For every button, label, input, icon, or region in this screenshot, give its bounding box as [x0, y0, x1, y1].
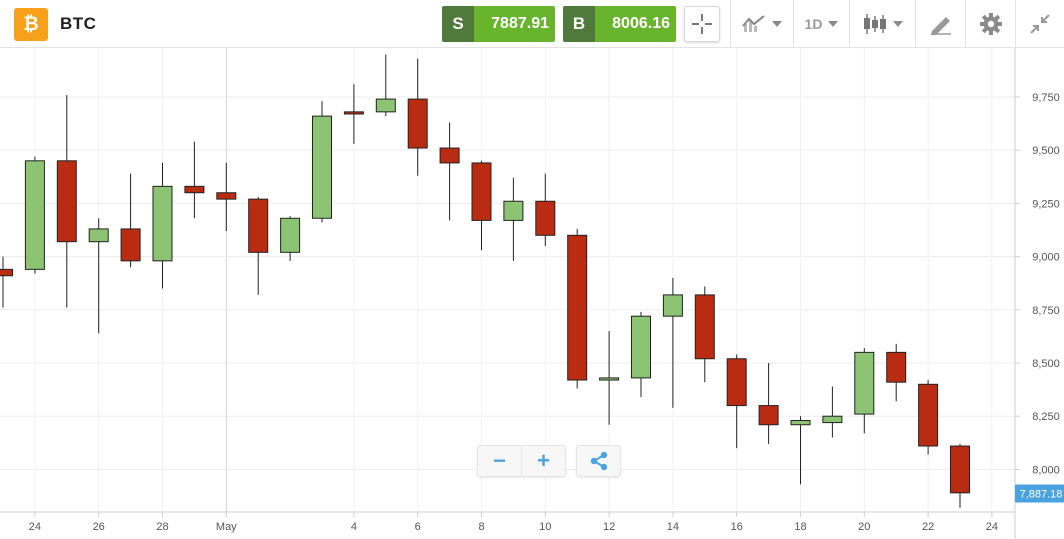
candle-body: [407, 98, 428, 149]
candle-body: [24, 160, 45, 270]
share-icon: [590, 451, 607, 471]
zoom-in-button[interactable]: +: [521, 446, 565, 476]
buy-price: 8006.16: [595, 6, 676, 42]
settings-button[interactable]: [965, 0, 1015, 48]
candle-body: [471, 162, 492, 221]
candle-body: [312, 115, 332, 219]
x-tick-label: 24: [986, 521, 998, 533]
last-price-label: 7,887.18: [1020, 488, 1063, 500]
y-tick-label: 8,500: [1032, 358, 1060, 370]
candle-body: [950, 445, 970, 494]
candle-body: [120, 228, 141, 262]
x-tick-label: 12: [603, 521, 615, 533]
candle-style-dropdown[interactable]: [849, 0, 915, 48]
draw-icon: [930, 17, 951, 35]
candle-body: [0, 268, 13, 277]
candle-body: [216, 192, 237, 200]
interval-dropdown[interactable]: 1D: [793, 0, 849, 48]
candle-body: [694, 294, 715, 360]
x-tick-label: 8: [478, 521, 484, 533]
candle-body: [375, 98, 396, 113]
interval-label: 1D: [804, 16, 823, 32]
candle-body: [152, 185, 173, 262]
candle-body: [567, 234, 588, 381]
candle-body: [248, 198, 269, 253]
candle-body: [599, 377, 620, 381]
y-tick-label: 9,750: [1032, 92, 1060, 104]
collapse-icon: [1030, 14, 1050, 34]
share-button[interactable]: [576, 445, 621, 477]
candle-body: [184, 185, 205, 194]
buy-button[interactable]: B 8006.16: [563, 6, 676, 42]
y-tick-label: 9,000: [1032, 252, 1060, 264]
candle-body: [886, 351, 907, 383]
sell-tag: S: [442, 6, 474, 42]
x-tick-label: 28: [156, 521, 168, 533]
gear-icon: [979, 13, 1002, 35]
candle-body: [758, 405, 779, 426]
x-tick-label: 22: [922, 521, 934, 533]
candle-body: [88, 228, 109, 243]
y-tick-label: 9,500: [1032, 145, 1060, 157]
candle-body: [918, 383, 939, 447]
buy-tag: B: [563, 6, 595, 42]
top-toolbar: ₿ BTC S 7887.91 B 8006.16 1D: [0, 0, 1064, 48]
sell-price: 7887.91: [474, 6, 555, 42]
zoom-out-button[interactable]: −: [493, 448, 506, 473]
chevron-down-icon: [828, 21, 839, 27]
candlestick-icon: [863, 14, 886, 34]
x-tick-label: 6: [415, 521, 421, 533]
candle-body: [343, 111, 364, 115]
y-tick-label: 8,750: [1032, 305, 1060, 317]
x-tick-label: 16: [731, 521, 743, 533]
candle-body: [535, 200, 556, 236]
x-tick-label: 26: [93, 521, 105, 533]
candle-body: [503, 200, 524, 221]
zoom-controls: − +: [477, 445, 566, 477]
last-price-badge: [1015, 484, 1064, 503]
candle-body: [790, 419, 811, 426]
candle-body: [854, 351, 875, 415]
sell-button[interactable]: S 7887.91: [442, 6, 555, 42]
chevron-down-icon: [892, 21, 903, 27]
draw-tools-button[interactable]: [915, 0, 965, 48]
chevron-down-icon: [772, 21, 782, 27]
x-tick-label: May: [216, 521, 237, 533]
x-tick-label: 18: [794, 521, 806, 533]
x-tick-label: 24: [29, 521, 41, 533]
candle-body: [439, 147, 460, 164]
y-tick-label: 8,250: [1032, 411, 1060, 423]
bitcoin-logo-icon: ₿: [14, 8, 48, 41]
candle-body: [631, 315, 651, 379]
collapse-button[interactable]: [1015, 0, 1064, 48]
asset-name: BTC: [60, 14, 97, 33]
candle-body: [726, 358, 747, 407]
candle-body: [662, 294, 683, 317]
y-tick-label: 8,000: [1032, 464, 1060, 476]
candle-body: [56, 160, 77, 243]
x-tick-label: 14: [667, 521, 679, 533]
candle-body: [280, 217, 301, 253]
candle-body: [822, 415, 843, 424]
y-tick-label: 9,250: [1032, 198, 1060, 210]
x-tick-label: 20: [858, 521, 870, 533]
x-tick-label: 4: [351, 521, 357, 533]
price-chart[interactable]: 9,750 9,500 9,250 9,000 8,750 8,500 8,250 8,000…: [0, 48, 1064, 539]
chart-type-dropdown[interactable]: [730, 0, 793, 48]
x-tick-label: 10: [539, 521, 551, 533]
crosshair-icon: [692, 14, 712, 34]
line-chart-icon: [742, 15, 765, 32]
crosshair-button[interactable]: [684, 6, 720, 42]
